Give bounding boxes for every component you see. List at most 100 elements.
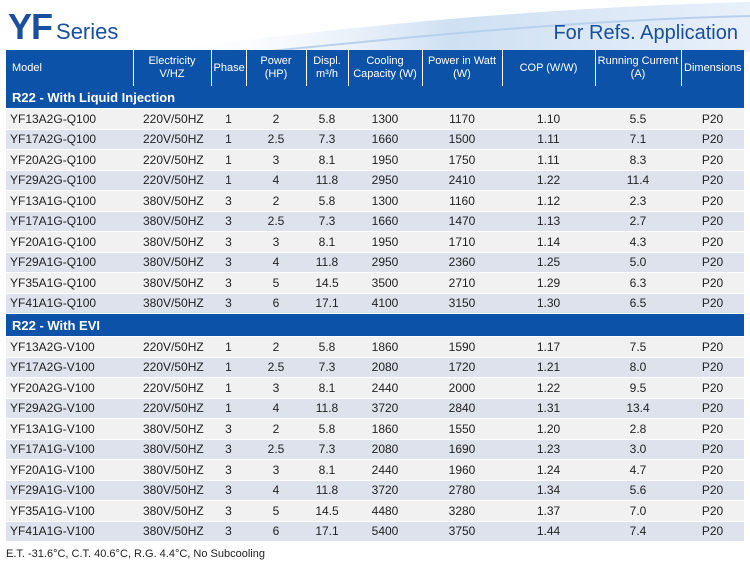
cell-power-watt: 2840 [422, 398, 502, 419]
table-row: YF17A1G-Q100 380V/50HZ 3 2.5 7.3 1660 1470 1.13… [6, 211, 744, 232]
cell-model: YF13A2G-Q100 [6, 108, 133, 130]
spec-table: Model Electricity V/HZ Phase Power (HP) … [6, 50, 744, 542]
cell-power-hp: 2 [246, 108, 306, 130]
cell-electricity: 220V/50HZ [133, 129, 211, 150]
table-row: YF35A1G-Q100 380V/50HZ 3 5 14.5 3500 2710 1.29 6… [6, 272, 744, 294]
cell-cop: 1.30 [502, 293, 595, 314]
cell-cooling-capacity: 1860 [348, 418, 422, 440]
cell-model: YF13A2G-V100 [6, 336, 133, 358]
cell-model: YF29A1G-V100 [6, 480, 133, 501]
cell-power-hp: 3 [246, 231, 306, 253]
cell-electricity: 220V/50HZ [133, 149, 211, 171]
cell-cooling-capacity: 1660 [348, 129, 422, 150]
cell-cooling-capacity: 2080 [348, 439, 422, 460]
cell-running-current: 7.1 [595, 129, 681, 150]
cell-dimensions: P20 [681, 418, 744, 440]
cell-power-watt: 1170 [422, 108, 502, 130]
cell-cop: 1.21 [502, 357, 595, 378]
cell-electricity: 380V/50HZ [133, 439, 211, 460]
cell-power-watt: 1590 [422, 336, 502, 358]
cell-phase: 3 [211, 293, 246, 314]
table-row: YF41A1G-Q100 380V/50HZ 3 6 17.1 4100 3150 1.30 6… [6, 293, 744, 314]
cell-model: YF17A1G-Q100 [6, 211, 133, 232]
cell-dimensions: P20 [681, 293, 744, 314]
cell-displacement: 8.1 [306, 459, 348, 481]
table-row: YF13A2G-Q100 220V/50HZ 1 2 5.8 1300 1170 1.10 5.… [6, 108, 744, 130]
cell-model: YF20A2G-V100 [6, 377, 133, 399]
cell-running-current: 5.5 [595, 108, 681, 130]
column-header-cooling-capacity: Cooling Capacity (W) [348, 50, 423, 86]
cell-dimensions: P20 [681, 521, 744, 542]
cell-model: YF17A2G-Q100 [6, 129, 133, 150]
cell-running-current: 8.3 [595, 149, 681, 171]
cell-phase: 3 [211, 211, 246, 232]
cell-running-current: 6.5 [595, 293, 681, 314]
cell-displacement: 14.5 [306, 500, 348, 522]
cell-cop: 1.23 [502, 439, 595, 460]
cell-cooling-capacity: 2080 [348, 357, 422, 378]
cell-electricity: 380V/50HZ [133, 272, 211, 294]
cell-power-watt: 1550 [422, 418, 502, 440]
cell-electricity: 220V/50HZ [133, 336, 211, 358]
cell-power-hp: 6 [246, 521, 306, 542]
cell-phase: 3 [211, 521, 246, 542]
cell-power-hp: 2 [246, 336, 306, 358]
cell-electricity: 380V/50HZ [133, 293, 211, 314]
cell-power-watt: 2360 [422, 252, 502, 273]
cell-phase: 3 [211, 439, 246, 460]
cell-running-current: 9.5 [595, 377, 681, 399]
table-row: YF13A1G-Q100 380V/50HZ 3 2 5.8 1300 1160 1.12 2.… [6, 190, 744, 212]
table-row: YF20A1G-V100 380V/50HZ 3 3 8.1 2440 1960 1.24 4.… [6, 459, 744, 481]
cell-power-hp: 4 [246, 398, 306, 419]
cell-cooling-capacity: 1660 [348, 211, 422, 232]
cell-displacement: 5.8 [306, 418, 348, 440]
cell-phase: 3 [211, 418, 246, 440]
cell-dimensions: P20 [681, 252, 744, 273]
cell-dimensions: P20 [681, 190, 744, 212]
cell-dimensions: P20 [681, 170, 744, 191]
cell-power-watt: 3150 [422, 293, 502, 314]
cell-power-watt: 2780 [422, 480, 502, 501]
cell-model: YF41A1G-Q100 [6, 293, 133, 314]
cell-dimensions: P20 [681, 500, 744, 522]
cell-power-watt: 1710 [422, 231, 502, 253]
cell-power-hp: 3 [246, 459, 306, 481]
cell-displacement: 5.8 [306, 108, 348, 130]
cell-power-hp: 4 [246, 480, 306, 501]
cell-phase: 1 [211, 170, 246, 191]
cell-electricity: 380V/50HZ [133, 500, 211, 522]
cell-cooling-capacity: 1950 [348, 149, 422, 171]
cell-running-current: 2.8 [595, 418, 681, 440]
table-row: YF20A1G-Q100 380V/50HZ 3 3 8.1 1950 1710 1.14 4.… [6, 231, 744, 253]
cell-electricity: 380V/50HZ [133, 521, 211, 542]
cell-running-current: 3.0 [595, 439, 681, 460]
cell-displacement: 11.8 [306, 480, 348, 501]
cell-electricity: 380V/50HZ [133, 459, 211, 481]
cell-dimensions: P20 [681, 357, 744, 378]
cell-electricity: 220V/50HZ [133, 108, 211, 130]
cell-power-watt: 1500 [422, 129, 502, 150]
cell-running-current: 7.5 [595, 336, 681, 358]
cell-displacement: 7.3 [306, 357, 348, 378]
cell-model: YF17A2G-V100 [6, 357, 133, 378]
cell-electricity: 380V/50HZ [133, 231, 211, 253]
cell-electricity: 220V/50HZ [133, 170, 211, 191]
cell-phase: 3 [211, 459, 246, 481]
cell-cop: 1.11 [502, 149, 595, 171]
cell-cop: 1.22 [502, 170, 595, 191]
cell-cop: 1.31 [502, 398, 595, 419]
cell-dimensions: P20 [681, 398, 744, 419]
cell-displacement: 5.8 [306, 336, 348, 358]
cell-displacement: 8.1 [306, 149, 348, 171]
table-row: YF29A1G-Q100 380V/50HZ 3 4 11.8 2950 2360 1.25 5… [6, 252, 744, 273]
cell-power-hp: 2.5 [246, 357, 306, 378]
cell-cop: 1.20 [502, 418, 595, 440]
cell-running-current: 7.0 [595, 500, 681, 522]
cell-electricity: 380V/50HZ [133, 252, 211, 273]
cell-cop: 1.10 [502, 108, 595, 130]
cell-electricity: 220V/50HZ [133, 357, 211, 378]
cell-cooling-capacity: 1950 [348, 231, 422, 253]
cell-power-hp: 4 [246, 170, 306, 191]
table-row: YF29A1G-V100 380V/50HZ 3 4 11.8 3720 2780 1.34 5… [6, 480, 744, 501]
cell-dimensions: P20 [681, 336, 744, 358]
